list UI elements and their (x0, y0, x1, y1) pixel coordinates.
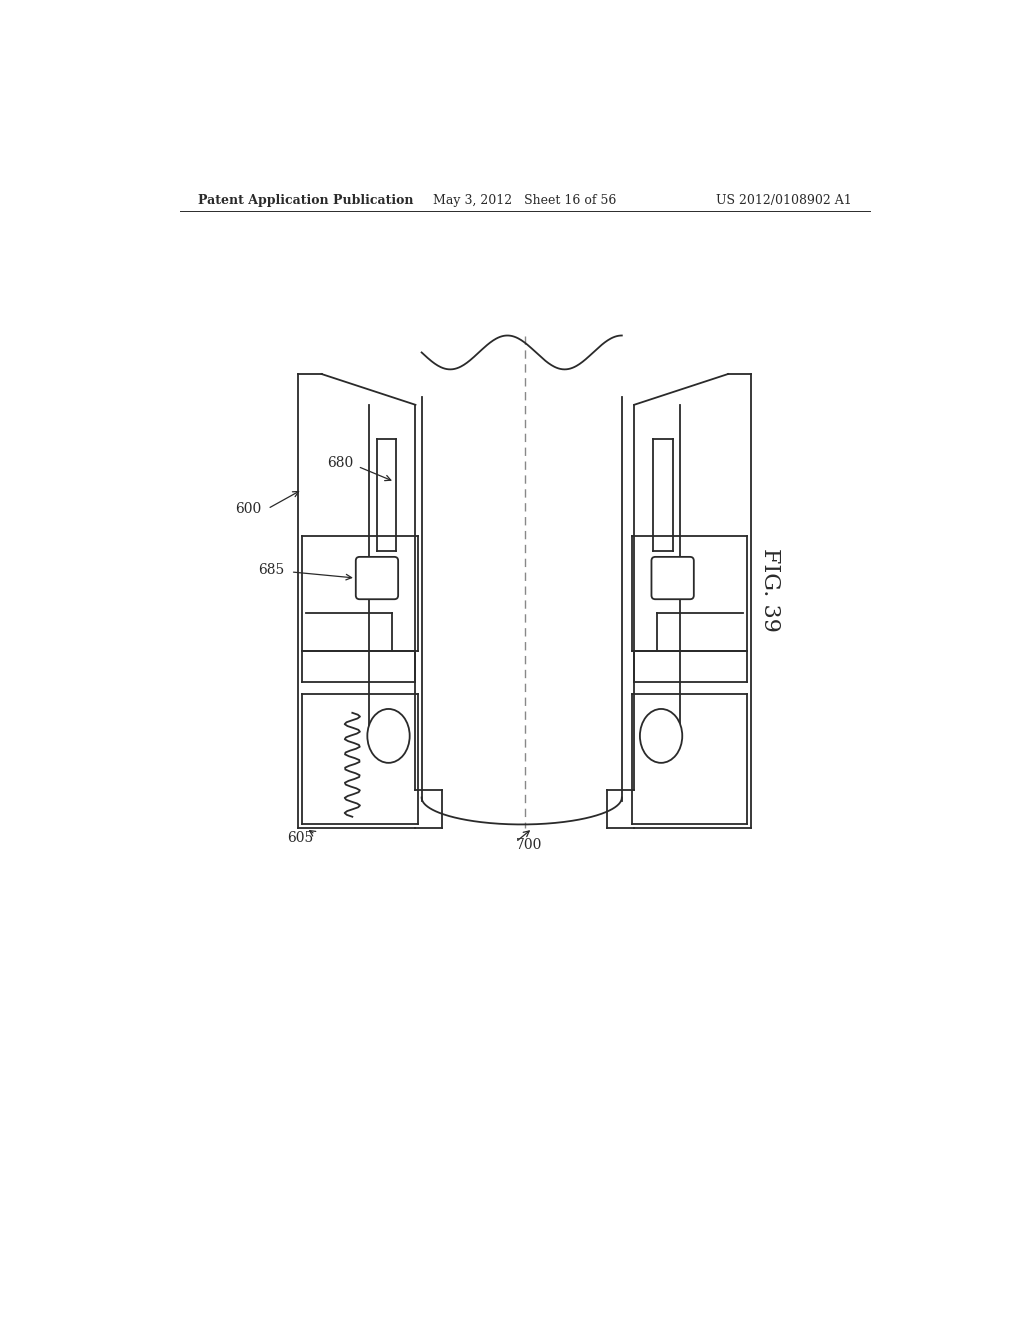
Text: 685: 685 (258, 564, 285, 577)
FancyBboxPatch shape (651, 557, 694, 599)
Text: 605: 605 (288, 830, 313, 845)
Text: US 2012/0108902 A1: US 2012/0108902 A1 (716, 194, 851, 207)
Ellipse shape (368, 709, 410, 763)
FancyBboxPatch shape (355, 557, 398, 599)
Text: 700: 700 (515, 838, 542, 853)
Text: 600: 600 (236, 502, 261, 516)
Ellipse shape (640, 709, 682, 763)
Text: Patent Application Publication: Patent Application Publication (199, 194, 414, 207)
Text: May 3, 2012   Sheet 16 of 56: May 3, 2012 Sheet 16 of 56 (433, 194, 616, 207)
Text: 680: 680 (328, 455, 354, 470)
Text: FIG. 39: FIG. 39 (759, 548, 780, 631)
